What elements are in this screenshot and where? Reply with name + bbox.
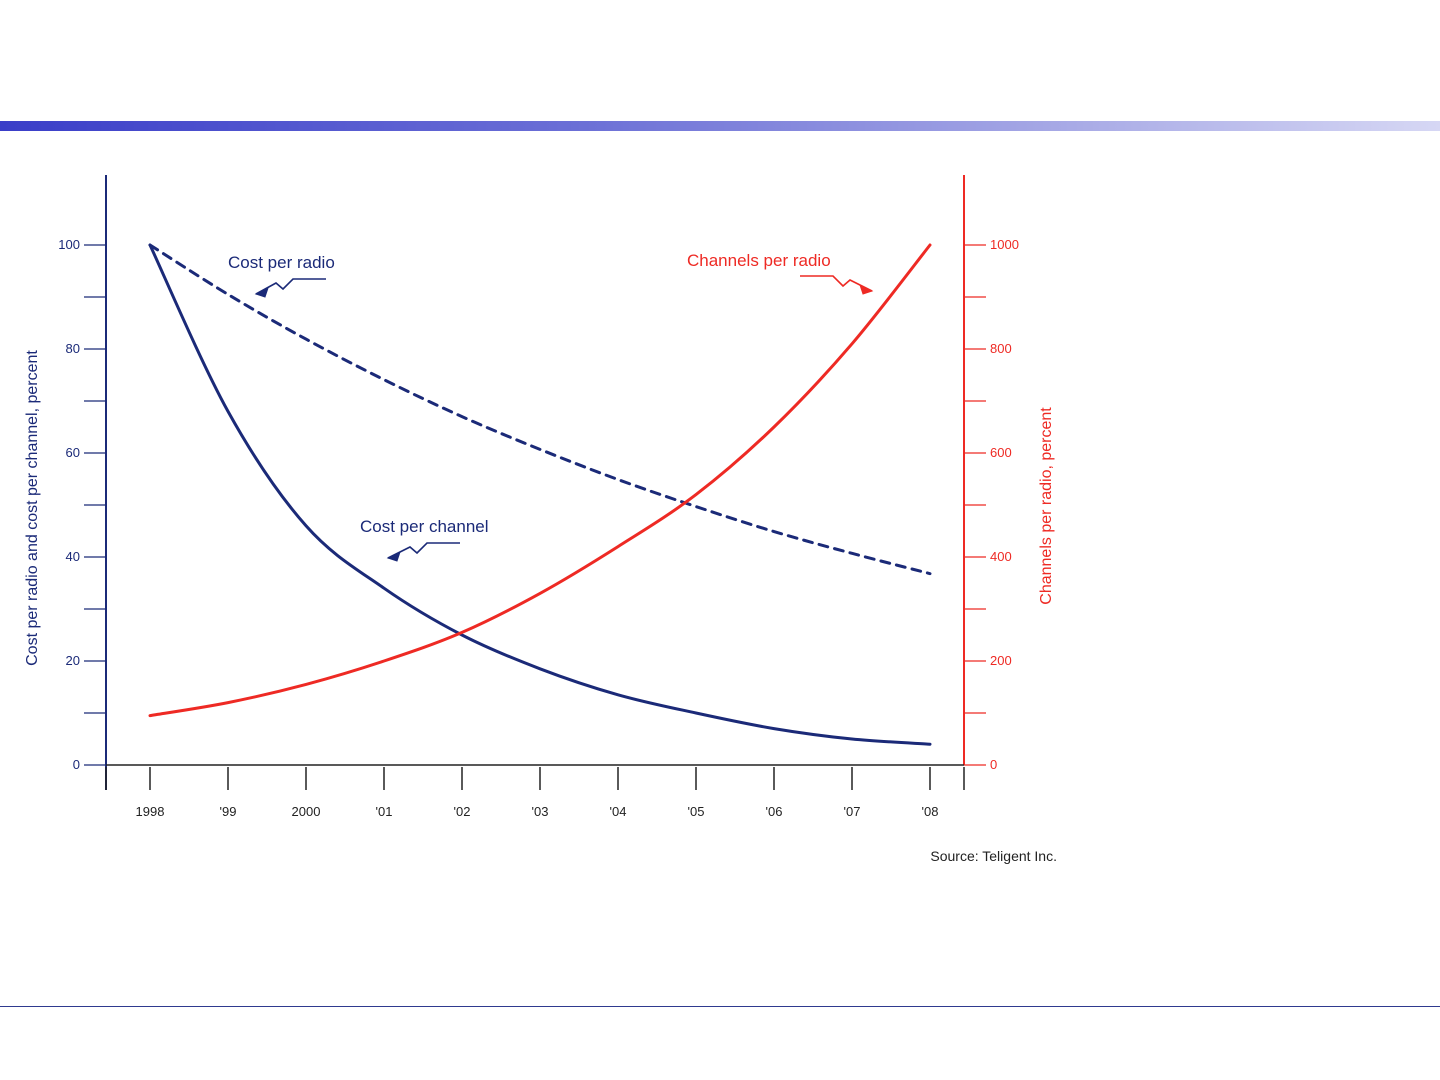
channels-per-radio-arrowhead <box>859 284 874 295</box>
x-tick-label: '05 <box>688 804 705 819</box>
right-tick-label: 600 <box>990 445 1012 460</box>
left-tick-label: 0 <box>73 757 80 772</box>
x-tick-label: '99 <box>220 804 237 819</box>
cost-per-radio-pointer <box>255 278 326 295</box>
cost-per-radio-line <box>148 243 932 576</box>
channels-per-radio-label: Channels per radio <box>687 251 831 270</box>
x-tick-label: '03 <box>532 804 549 819</box>
cost-per-channel-arrowhead <box>386 551 401 562</box>
left-tick-label: 40 <box>66 549 80 564</box>
cost-per-channel-line <box>148 243 932 746</box>
left-tick-label: 100 <box>58 237 80 252</box>
x-tick-label: '08 <box>922 804 939 819</box>
x-tick-label: '06 <box>766 804 783 819</box>
x-tick-label: 1998 <box>136 804 165 819</box>
cost-per-channel-label: Cost per channel <box>360 517 489 536</box>
channels-per-radio-pointer <box>800 275 873 292</box>
right-tick-label: 200 <box>990 653 1012 668</box>
left-tick-label: 20 <box>66 653 80 668</box>
series-labels: Cost per radio Cost per channel Channels p… <box>228 251 874 562</box>
left-axis-title: Cost per radio and cost per channel, per… <box>24 350 41 666</box>
series-lines <box>148 243 932 746</box>
x-tick-label: '01 <box>376 804 393 819</box>
left-tick-label: 80 <box>66 341 80 356</box>
header-gradient-band <box>0 121 1440 131</box>
cost-per-radio-label: Cost per radio <box>228 253 335 272</box>
right-tick-label: 1000 <box>990 237 1019 252</box>
cost-per-channel-pointer <box>387 542 460 559</box>
source-note: Source: Teligent Inc. <box>930 848 1057 864</box>
cost-per-radio-arrowhead <box>254 287 269 298</box>
footer-rule <box>0 1006 1440 1007</box>
x-tick-label: '02 <box>454 804 471 819</box>
channels-per-radio-line <box>148 243 932 718</box>
right-axis-title: Channels per radio, percent <box>1038 407 1055 605</box>
right-tick-label: 800 <box>990 341 1012 356</box>
left-tick-label: 60 <box>66 445 80 460</box>
right-tick-label: 400 <box>990 549 1012 564</box>
x-tick-label: '04 <box>610 804 627 819</box>
x-tick-label: '07 <box>844 804 861 819</box>
right-tick-label: 0 <box>990 757 997 772</box>
x-tick-label: 2000 <box>292 804 321 819</box>
